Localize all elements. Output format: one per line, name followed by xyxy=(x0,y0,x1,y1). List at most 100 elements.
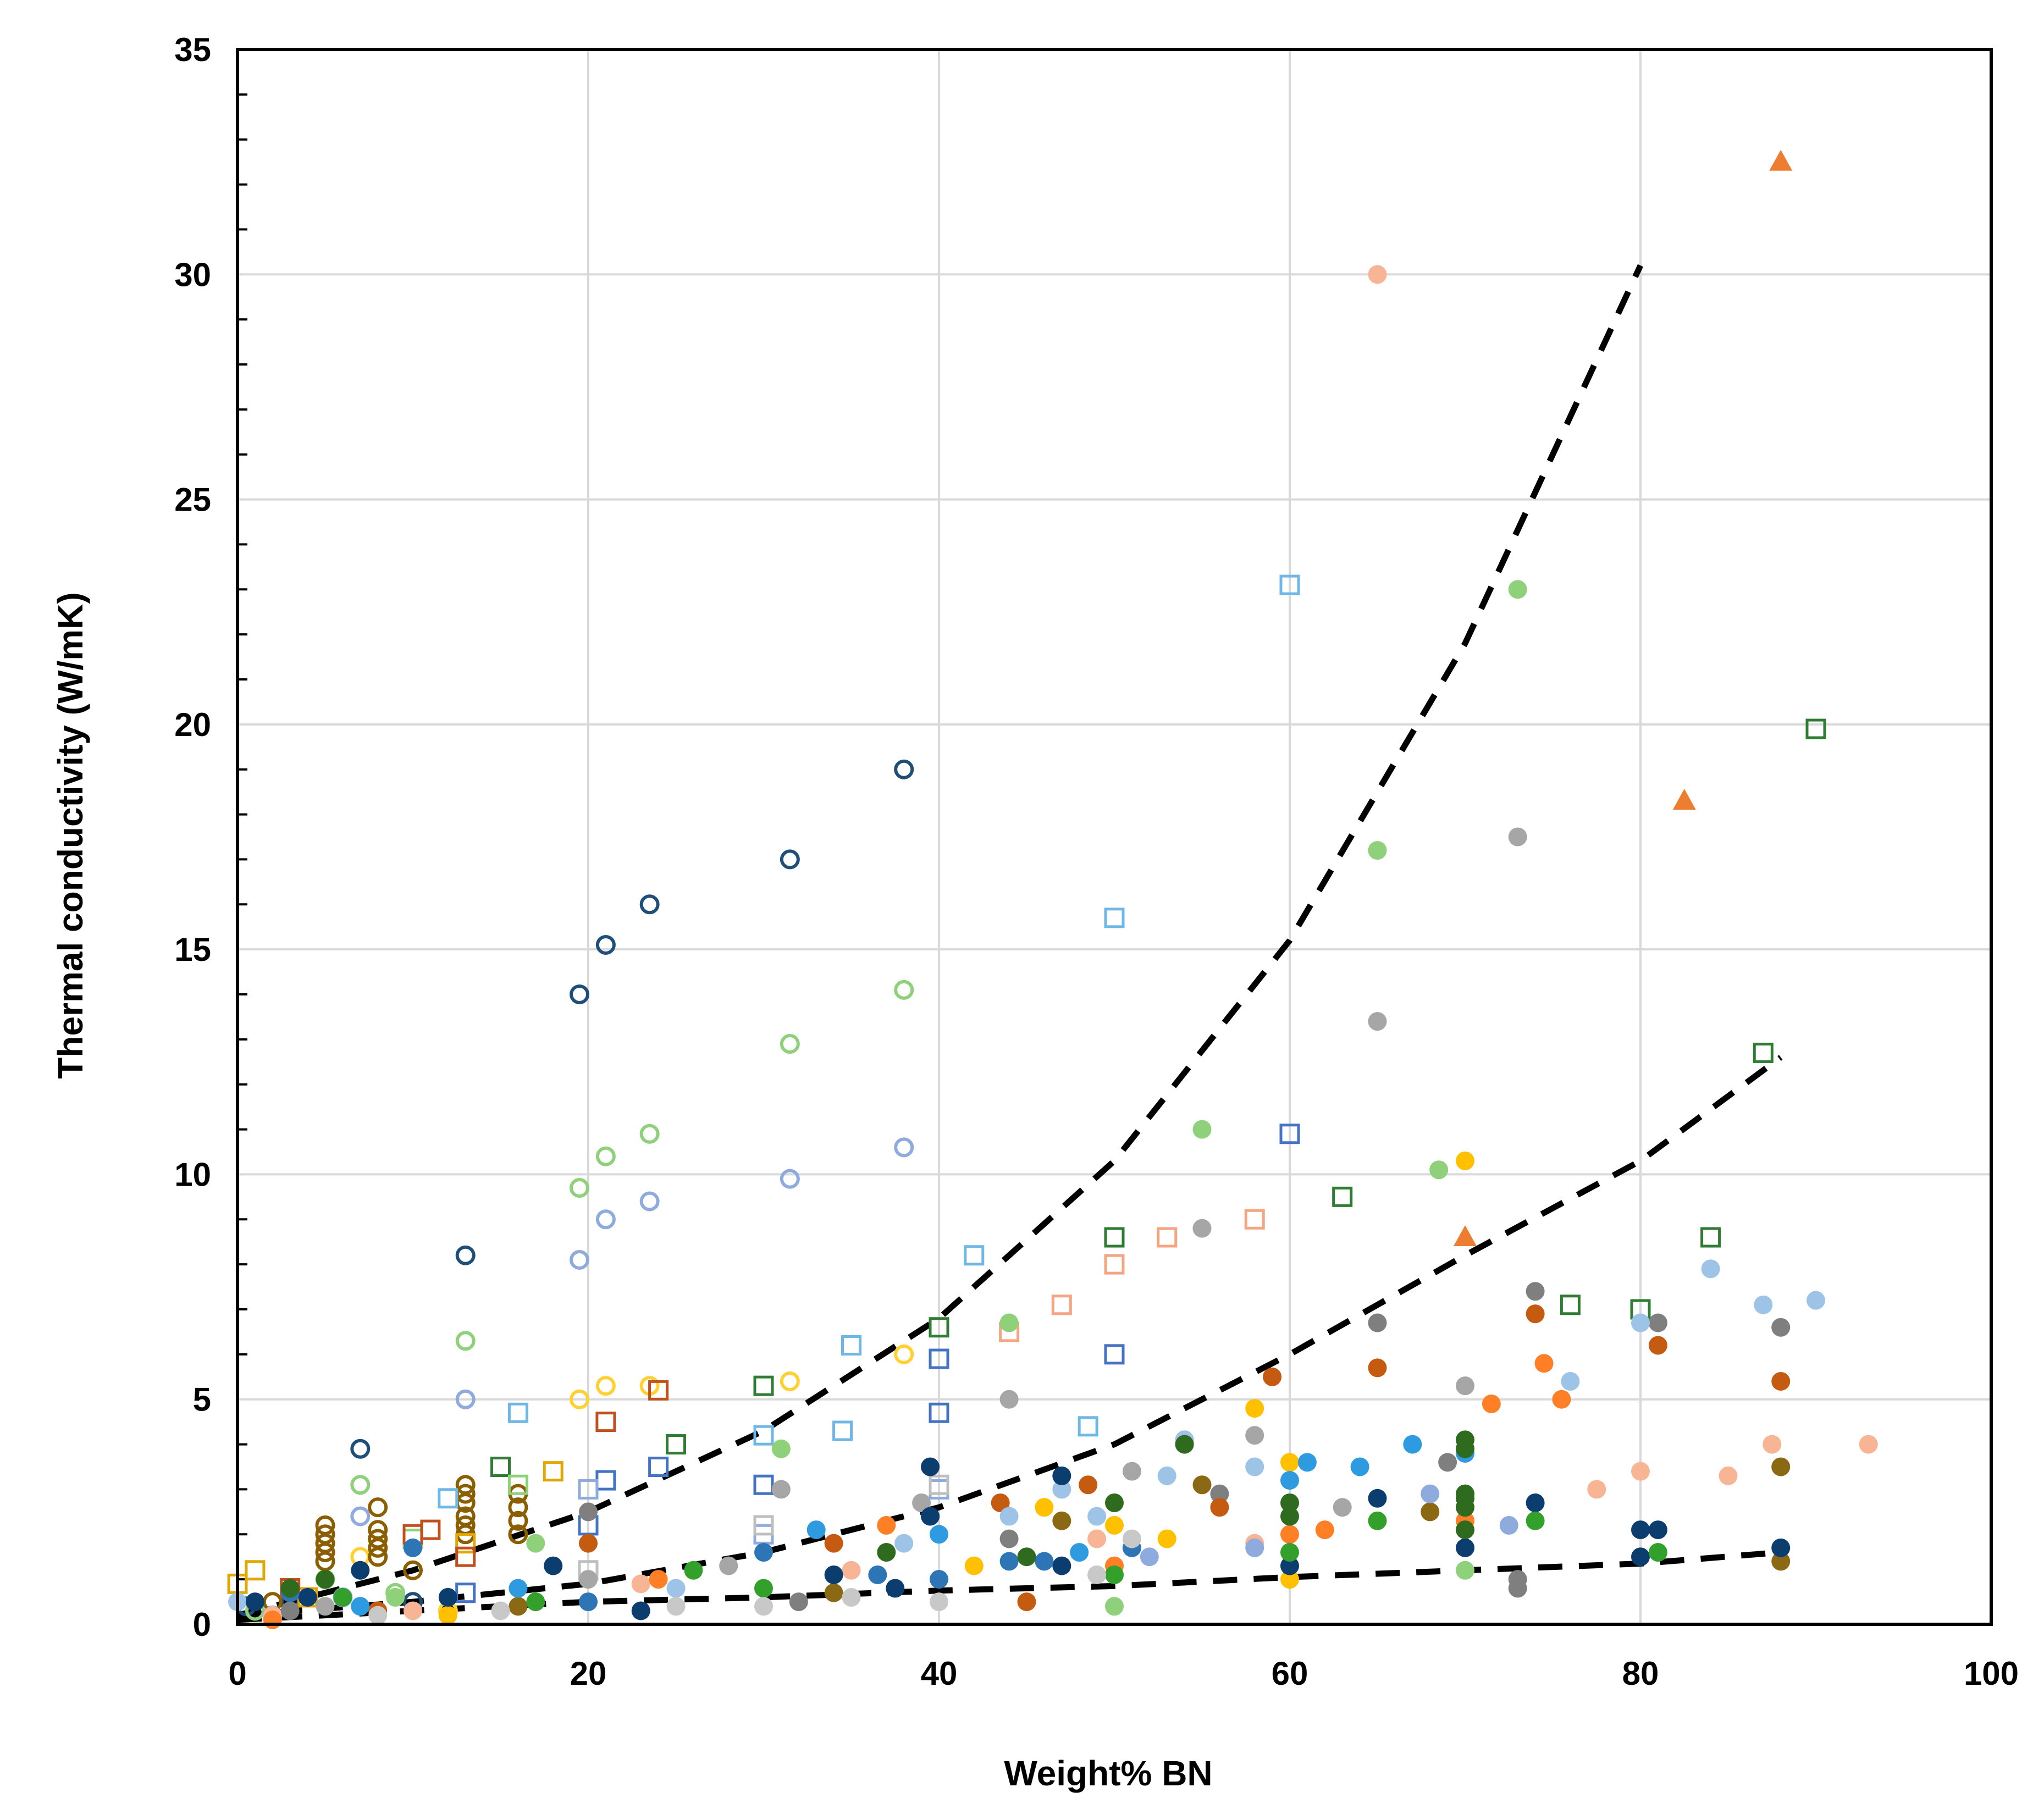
filled-circle-gray-point xyxy=(1333,1498,1352,1517)
filled-circle-gray-point xyxy=(579,1570,598,1589)
open-circle-brown-point xyxy=(368,1547,388,1567)
filled-circle-lightblue-point xyxy=(666,1579,686,1598)
filled-circle-navy-point xyxy=(438,1587,457,1607)
filled-circle-green-point xyxy=(684,1561,703,1580)
filled-circle-gold-point xyxy=(1035,1498,1054,1517)
open-square-lightblue-point xyxy=(438,1488,458,1509)
filled-circle-skyblue-point xyxy=(1403,1435,1422,1454)
filled-circle-darkgray-point xyxy=(1771,1318,1791,1337)
open-square-green-point xyxy=(1104,1227,1125,1248)
x-tick-label: 20 xyxy=(570,1655,607,1692)
filled-circle-skyblue-point xyxy=(1280,1471,1299,1490)
open-circle-lightgreen-point xyxy=(780,1034,800,1054)
filled-circle-darkgreen-point xyxy=(1017,1547,1036,1567)
filled-circle-gray-point xyxy=(1192,1219,1212,1238)
open-square-lightblue-point xyxy=(841,1335,861,1356)
open-circle-periwinkle-point xyxy=(350,1506,371,1526)
filled-circle-lightblue-point xyxy=(1701,1259,1720,1279)
filled-circle-darkgray-point xyxy=(579,1502,598,1522)
filled-circle-lightblue-point xyxy=(1807,1291,1825,1310)
filled-circle-gold-point xyxy=(1245,1399,1264,1418)
filled-circle-green-point xyxy=(526,1592,545,1612)
filled-circle-darkgray-point xyxy=(1368,1313,1387,1332)
filled-circle-gray-point xyxy=(719,1556,738,1575)
filled-circle-skyblue-point xyxy=(351,1597,370,1616)
filled-circle-darkgray-point xyxy=(1438,1453,1457,1472)
filled-circle-skyblue-point xyxy=(1350,1457,1369,1476)
open-square-green-point xyxy=(666,1434,686,1455)
filled-circle-lightgreen-point xyxy=(1105,1597,1124,1616)
filled-circle-green-point xyxy=(1105,1565,1124,1584)
filled-circle-navy-point xyxy=(1456,1538,1474,1557)
filled-circle-orange-point xyxy=(877,1515,896,1535)
open-circle-lightgreen-point xyxy=(894,980,914,1000)
filled-circle-darkgreen-point xyxy=(1456,1520,1474,1540)
filled-circle-gold-point xyxy=(1456,1151,1474,1170)
y-tick-label: 5 xyxy=(193,1381,211,1418)
plot-area-frame xyxy=(236,48,1993,1626)
open-circle-periwinkle-point xyxy=(780,1169,800,1189)
open-circle-lightgreen-point xyxy=(570,1177,590,1198)
filled-circle-navy-point xyxy=(1052,1466,1071,1485)
filled-circle-lightblue-point xyxy=(1052,1480,1071,1499)
filled-circle-darkgreen-point xyxy=(316,1570,335,1589)
filled-circle-navy-point xyxy=(1526,1493,1545,1512)
open-square-lightblue-point xyxy=(1279,574,1300,595)
open-circle-darkblue-point xyxy=(894,759,914,779)
filled-circle-peach-point xyxy=(1763,1435,1782,1454)
filled-circle-olive-point xyxy=(1771,1552,1791,1571)
open-square-rust-point xyxy=(648,1380,669,1401)
filled-circle-navy-point xyxy=(631,1601,650,1620)
filled-circle-navy-point xyxy=(921,1507,940,1526)
open-square-lightblue-point xyxy=(964,1245,985,1266)
filled-circle-gray-point xyxy=(1456,1376,1474,1396)
open-square-gold-point xyxy=(245,1560,266,1581)
open-circle-gold-point xyxy=(894,1344,914,1364)
open-circle-brown-point xyxy=(403,1560,423,1580)
middle-fit-curve xyxy=(237,1055,1783,1619)
filled-circle-lightgreen-point xyxy=(771,1439,791,1458)
filled-circle-blue-point xyxy=(754,1543,773,1562)
filled-circle-gray-point xyxy=(1368,1012,1387,1031)
open-square-rust-point xyxy=(420,1519,441,1540)
filled-circle-gray-point xyxy=(316,1597,335,1616)
open-square-rust-point xyxy=(455,1546,476,1567)
open-square-blue-point xyxy=(1104,1344,1125,1365)
filled-circle-skyblue-point xyxy=(930,1525,948,1544)
filled-circle-darkorange-point xyxy=(1368,1358,1387,1378)
filled-circle-orange-point xyxy=(1552,1390,1571,1409)
filled-circle-darkgreen-point xyxy=(1456,1498,1474,1517)
filled-circle-periwinkle-point xyxy=(1245,1538,1264,1557)
filled-circle-navy-point xyxy=(1631,1520,1650,1540)
filled-circle-navy-point xyxy=(1648,1520,1667,1540)
filled-circle-lightblue-point xyxy=(1087,1507,1107,1526)
filled-circle-darkgreen-point xyxy=(1456,1439,1474,1458)
filled-circle-gold-point xyxy=(1157,1529,1176,1548)
filled-circle-navy-point xyxy=(1771,1538,1791,1557)
filled-circle-navy-point xyxy=(1280,1556,1299,1575)
filled-circle-lightgreen-point xyxy=(1192,1120,1212,1139)
filled-circle-lightblue-point xyxy=(1157,1466,1176,1485)
filled-circle-orange-point xyxy=(649,1570,668,1589)
x-tick-label: 0 xyxy=(228,1655,246,1692)
filled-circle-silver-point xyxy=(491,1601,510,1620)
gridlines xyxy=(237,49,1991,1624)
filled-circle-orange-point xyxy=(1280,1525,1299,1544)
filled-circle-darkgreen-point xyxy=(280,1579,300,1598)
filled-circle-navy-point xyxy=(351,1561,370,1580)
open-square-green-point xyxy=(1560,1294,1581,1315)
filled-circle-darkgray-point xyxy=(1508,1570,1527,1589)
filled-circle-lightblue-point xyxy=(1754,1295,1773,1314)
filled-circle-navy-point xyxy=(1631,1547,1650,1567)
y-tick-label: 20 xyxy=(174,706,211,743)
filled-circle-gray-point xyxy=(1245,1426,1264,1445)
open-circle-lightgreen-point xyxy=(455,1331,476,1351)
open-square-green-point xyxy=(1753,1042,1774,1063)
filled-circle-green-point xyxy=(1368,1511,1387,1530)
filled-circle-olive-point xyxy=(1052,1511,1071,1530)
filled-circle-darkgreen-point xyxy=(877,1543,896,1562)
open-square-gold-point xyxy=(543,1461,564,1482)
filled-circle-navy-point xyxy=(1052,1556,1071,1575)
open-square-gray-point xyxy=(753,1515,774,1536)
